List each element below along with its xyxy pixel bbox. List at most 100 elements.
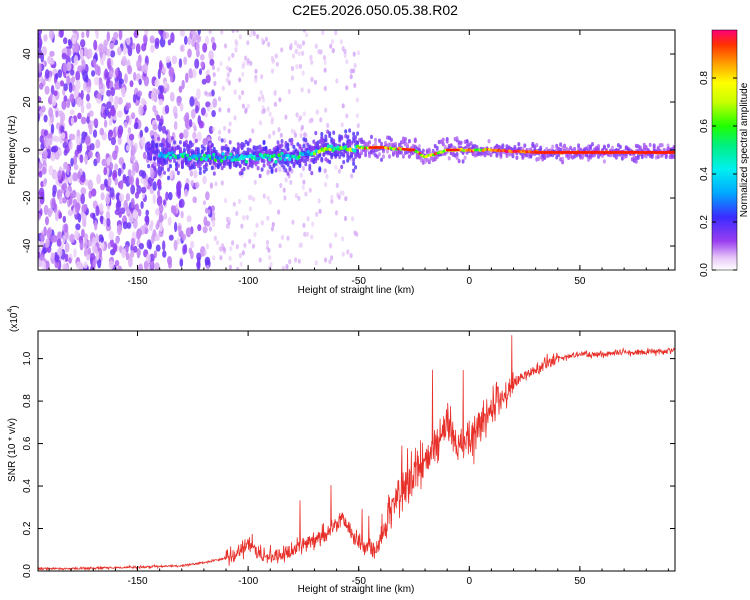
noise-blob — [232, 201, 236, 207]
noise-blob — [266, 106, 270, 112]
band-blob — [597, 144, 600, 149]
ridge-blob — [306, 150, 310, 154]
band-blob — [320, 131, 324, 137]
noise-blob — [45, 137, 49, 149]
noise-blob — [156, 179, 162, 188]
band-blob — [352, 131, 356, 137]
noise-blob — [125, 102, 130, 111]
noise-blob — [355, 231, 359, 237]
noise-blob — [162, 30, 167, 41]
noise-blob — [46, 228, 52, 240]
noise-blob — [43, 226, 47, 237]
noise-blob — [314, 43, 318, 49]
band-blob — [198, 162, 202, 167]
noise-blob — [308, 118, 312, 124]
band-blob — [308, 163, 312, 169]
noise-blob — [92, 259, 96, 270]
noise-blob — [179, 102, 184, 112]
noise-blob — [38, 213, 41, 220]
band-blob — [389, 137, 393, 142]
noise-blob — [266, 169, 271, 175]
noise-blob — [121, 55, 128, 66]
band-blob — [374, 137, 377, 143]
noise-blob — [188, 247, 193, 255]
noise-blob — [318, 208, 322, 214]
band-blob — [286, 162, 290, 167]
noise-blob — [227, 128, 231, 134]
noise-blob — [118, 30, 123, 41]
noise-blob — [106, 89, 112, 97]
noise-blob — [135, 203, 140, 212]
band-blob — [262, 140, 266, 146]
snr-frame — [37, 330, 676, 572]
noise-blob — [59, 80, 65, 87]
noise-blob — [214, 181, 218, 187]
band-blob — [314, 130, 318, 136]
noise-blob — [119, 179, 124, 190]
noise-blob — [212, 255, 216, 261]
noise-blob — [211, 110, 216, 118]
band-blob — [591, 142, 594, 147]
band-blob — [332, 130, 336, 135]
noise-blob — [352, 68, 356, 74]
noise-blob — [38, 96, 42, 103]
noise-blob — [225, 223, 229, 229]
noise-blob — [93, 118, 99, 126]
noise-blob — [80, 174, 86, 183]
ridge-blob — [286, 153, 290, 158]
noise-blob — [133, 245, 138, 253]
noise-blob — [147, 265, 151, 270]
noise-blob — [183, 243, 188, 254]
band-blob — [354, 165, 358, 170]
noise-blob — [61, 197, 67, 204]
noise-blob — [290, 75, 295, 81]
noise-blob — [208, 50, 214, 61]
noise-blob — [213, 235, 217, 241]
noise-blob — [108, 230, 115, 241]
noise-blob — [279, 182, 283, 189]
noise-blob — [200, 61, 205, 68]
noise-blob — [92, 236, 97, 245]
noise-blob — [162, 66, 167, 74]
bottom-xtick-label: -150 — [128, 576, 148, 587]
band-blob — [587, 157, 590, 162]
band-blob — [364, 152, 368, 158]
noise-blob — [150, 44, 155, 53]
noise-blob — [177, 225, 182, 232]
band-blob — [180, 161, 184, 167]
noise-blob — [259, 89, 263, 96]
noise-blob — [267, 247, 271, 253]
band-blob — [198, 170, 202, 176]
band-blob — [286, 147, 290, 152]
noise-blob — [270, 116, 274, 122]
noise-blob — [136, 228, 143, 238]
noise-blob — [280, 234, 284, 241]
band-blob — [455, 152, 459, 157]
band-blob — [610, 145, 614, 150]
noise-blob — [58, 196, 63, 205]
noise-blob — [76, 261, 81, 269]
noise-blob — [115, 236, 120, 245]
noise-blob — [172, 205, 177, 216]
bottom-xlabel: Height of straight line (km) — [298, 584, 415, 595]
noise-blob — [71, 37, 76, 45]
noise-blob — [178, 85, 183, 93]
noise-blob — [48, 30, 55, 40]
noise-blob — [284, 114, 288, 120]
noise-blob — [299, 172, 303, 178]
noise-blob — [334, 232, 338, 238]
noise-blob — [143, 104, 147, 112]
band-blob — [155, 142, 159, 148]
noise-blob — [109, 70, 114, 79]
noise-blob — [294, 48, 298, 55]
noise-blob — [310, 59, 314, 65]
noise-blob — [238, 94, 242, 100]
noise-blob — [38, 161, 43, 170]
noise-blob — [269, 261, 273, 267]
band-blob — [200, 150, 204, 155]
noise-blob — [219, 255, 223, 261]
band-blob — [475, 145, 479, 150]
top-xtick-label: -50 — [351, 276, 366, 287]
noise-blob — [156, 195, 163, 207]
band-blob — [354, 135, 358, 140]
